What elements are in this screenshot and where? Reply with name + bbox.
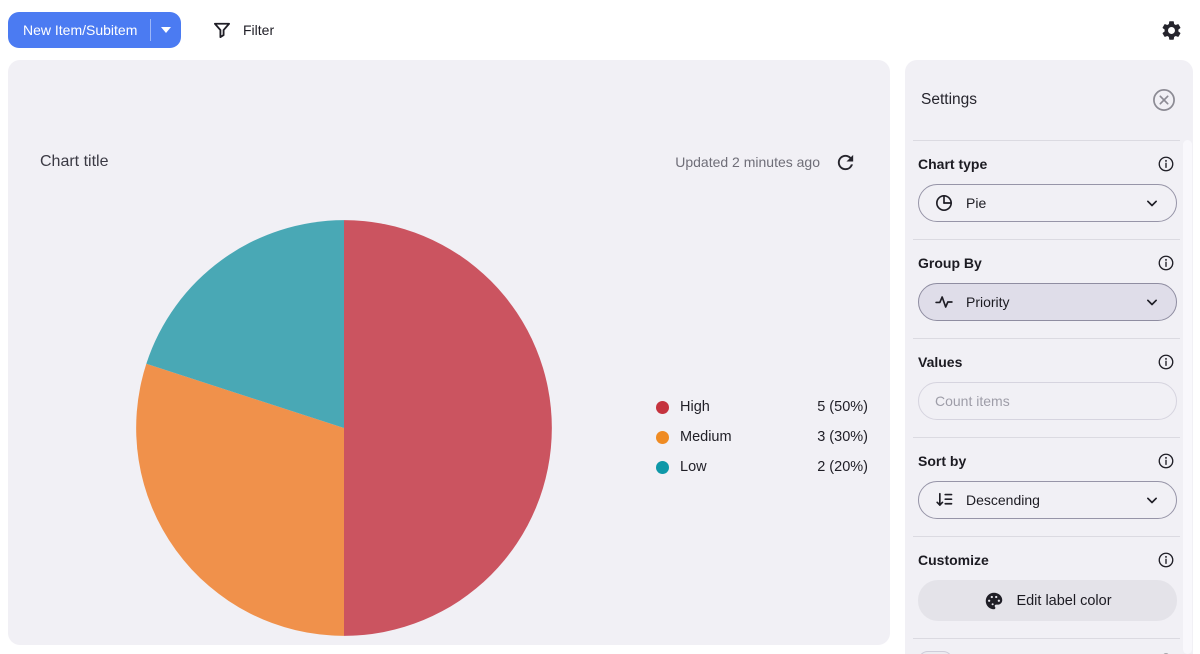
group-by-select[interactable]: Priority xyxy=(918,283,1177,321)
legend-row-low: Low 2 (20%) xyxy=(656,457,868,477)
pie-chart xyxy=(132,216,556,640)
settings-gear-button[interactable] xyxy=(1160,18,1184,42)
funnel-icon xyxy=(212,20,232,40)
section-include-empty: Include empty values xyxy=(905,639,1193,654)
settings-header: Settings xyxy=(905,60,1193,140)
activity-pulse-icon xyxy=(934,292,954,312)
chevron-down-icon xyxy=(1142,193,1162,213)
pie-slice-low xyxy=(146,220,344,428)
values-label: Values xyxy=(918,354,963,370)
section-chart-type: Chart type Pie xyxy=(905,141,1193,239)
caret-down-icon xyxy=(161,27,171,33)
section-customize: Customize Edit label color xyxy=(905,537,1193,638)
filter-button-label: Filter xyxy=(243,22,275,38)
legend-label: High xyxy=(680,399,710,415)
sort-by-select[interactable]: Descending xyxy=(918,481,1177,519)
section-group-by: Group By Priority xyxy=(905,240,1193,338)
sort-by-label: Sort by xyxy=(918,453,967,469)
legend-row-medium: Medium 3 (30%) xyxy=(656,427,868,447)
settings-panel: Settings Chart type Pie xyxy=(905,60,1193,654)
chart-type-label: Chart type xyxy=(918,156,988,172)
customize-info-button[interactable] xyxy=(1157,551,1175,569)
legend-dot-high xyxy=(656,400,669,414)
group-by-label: Group By xyxy=(918,255,982,271)
info-icon xyxy=(1157,353,1175,371)
edit-label-color-button[interactable]: Edit label color xyxy=(918,580,1177,621)
edit-label-color-text: Edit label color xyxy=(1016,592,1112,609)
pie-slice-medium xyxy=(136,363,344,636)
legend-value: 5 (50%) xyxy=(817,399,868,415)
divider xyxy=(913,536,1180,537)
sort-by-info-button[interactable] xyxy=(1157,452,1175,470)
filter-button[interactable]: Filter xyxy=(206,14,280,46)
legend-label: Medium xyxy=(680,429,732,445)
legend-value: 3 (30%) xyxy=(817,429,868,445)
split-button-divider xyxy=(150,19,151,41)
new-item-dropdown-toggle[interactable] xyxy=(151,27,181,33)
divider xyxy=(913,239,1180,240)
section-sort-by: Sort by Descending xyxy=(905,438,1193,536)
divider xyxy=(913,437,1180,438)
top-toolbar: New Item/Subitem Filter xyxy=(0,0,1200,60)
chart-type-select[interactable]: Pie xyxy=(918,184,1177,222)
refresh-button[interactable] xyxy=(834,150,858,174)
info-icon xyxy=(1157,155,1175,173)
settings-title: Settings xyxy=(921,91,978,108)
chart-type-value: Pie xyxy=(966,195,987,211)
new-item-split-button[interactable]: New Item/Subitem xyxy=(8,12,181,48)
gear-icon xyxy=(1160,19,1184,42)
updated-timestamp: Updated 2 minutes ago xyxy=(675,154,820,170)
sort-descending-icon xyxy=(934,490,954,510)
values-info-button[interactable] xyxy=(1157,353,1175,371)
info-icon xyxy=(1157,551,1175,569)
divider xyxy=(913,638,1180,639)
chart-card: Chart title Updated 2 minutes ago High 5… xyxy=(8,60,890,645)
legend-row-high: High 5 (50%) xyxy=(656,397,868,417)
group-by-value: Priority xyxy=(966,294,1010,310)
divider xyxy=(913,338,1180,339)
updated-row: Updated 2 minutes ago xyxy=(675,150,858,174)
chart-title: Chart title xyxy=(40,153,109,170)
legend-dot-low xyxy=(656,460,669,474)
divider xyxy=(913,140,1180,141)
group-by-info-button[interactable] xyxy=(1157,254,1175,272)
panel-scrollbar[interactable] xyxy=(1183,140,1192,654)
close-settings-button[interactable] xyxy=(1151,87,1177,113)
sort-by-value: Descending xyxy=(966,492,1040,508)
new-item-button-label[interactable]: New Item/Subitem xyxy=(23,22,138,38)
chart-type-info-button[interactable] xyxy=(1157,155,1175,173)
close-icon xyxy=(1151,87,1177,113)
pie-chart-icon xyxy=(934,193,954,213)
legend-value: 2 (20%) xyxy=(817,459,868,475)
customize-label: Customize xyxy=(918,552,989,568)
section-values: Values xyxy=(905,339,1193,437)
info-icon xyxy=(1157,254,1175,272)
refresh-icon xyxy=(834,151,858,174)
info-icon xyxy=(1157,452,1175,470)
values-input[interactable] xyxy=(918,382,1177,420)
palette-icon xyxy=(983,590,1005,612)
chevron-down-icon xyxy=(1142,490,1162,510)
pie-slice-high xyxy=(344,220,552,636)
chevron-down-icon xyxy=(1142,292,1162,312)
legend-label: Low xyxy=(680,459,707,475)
legend-dot-medium xyxy=(656,430,669,444)
chart-legend: High 5 (50%) Medium 3 (30%) Low 2 (20%) xyxy=(656,397,868,477)
